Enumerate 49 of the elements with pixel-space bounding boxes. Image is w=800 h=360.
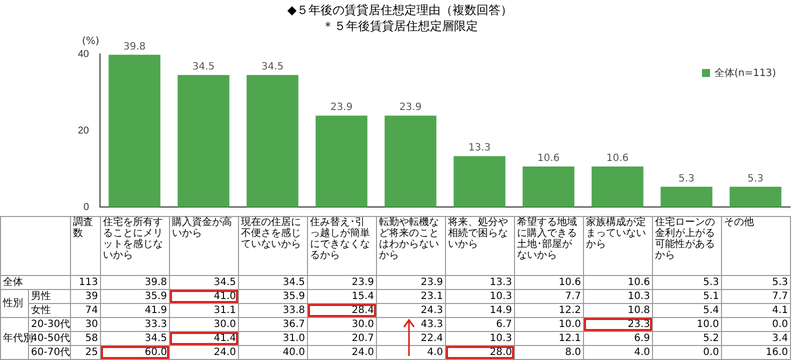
data-label: 23.9: [330, 102, 353, 114]
x-tick-label: 将来、処分や相続で困らないから: [446, 216, 514, 276]
chart-title: ◆５年後の賃貸居住想定理由（複数回答）: [286, 2, 514, 18]
bar: [522, 166, 574, 207]
text: 74 41.9 31.1 33.8 28.4 24.3 14.9 12.2 10.8 5.4 4.1: [85, 305, 788, 316]
text: 58 34.5 41.4 31.0 20.7 22.4 10.3 12.1 6.9 5.2 3.4: [85, 333, 788, 344]
bar: [246, 75, 298, 207]
y-tick-label: 20: [78, 125, 90, 136]
bar: [454, 156, 506, 207]
text: 113 39.8 34.5 34.5 23.9 23.9 13.3 10.6 10.6 5.3 5.3: [78, 277, 788, 288]
x-tick-label: 住宅ローンの金利が上がる可能性があるから: [652, 216, 722, 276]
text: 女性: [28, 304, 70, 318]
bar: [108, 54, 160, 207]
text: 全体: [0, 276, 70, 290]
text: 20-30代: [28, 318, 70, 332]
text: 性別: [0, 290, 28, 318]
data-label: 10.6: [606, 153, 629, 164]
data-label: 5.3: [678, 173, 694, 184]
x-tick-label: その他: [722, 216, 790, 276]
data-label: 34.5: [261, 62, 284, 73]
data-label: 23.9: [399, 102, 422, 114]
y-tick-label: 40: [78, 48, 90, 60]
x-tick-label: 家族構成が定まっていないから: [584, 216, 652, 276]
x-tick-label: 希望する地域に購入できる土地･部屋がないから: [514, 216, 584, 276]
bar: [660, 186, 712, 207]
bar: [730, 186, 782, 207]
legend-label: 全体(n=113): [714, 67, 776, 80]
bar: [592, 166, 644, 207]
data-label: 10.6: [537, 153, 560, 164]
x-tick-label: 現在の住居に不便さを感じていないから: [238, 216, 308, 276]
x-tick-label: 住み替え･引っ越しが簡単にできなくなるから: [308, 216, 376, 276]
text: 25 60.0 24.0 40.0 24.0 4.0 28.0 8.0 4.0 0.0 16.0: [85, 347, 788, 358]
bar: [316, 116, 368, 207]
text: 39 35.9 41.0 35.9 15.4 23.1 10.3 7.7 10.3 5.1 7.7: [85, 291, 788, 302]
text: 調査数: [70, 216, 100, 276]
bar: [384, 116, 436, 207]
text: 男性: [28, 290, 70, 304]
data-label: 13.3: [468, 142, 491, 154]
data-label: 5.3: [748, 173, 764, 184]
bar: [178, 75, 230, 207]
text: 60-70代: [28, 346, 70, 360]
y-axis-title: (%): [82, 36, 100, 47]
x-tick-label: 転勤や転機など将来のことはわからないから: [376, 216, 446, 276]
x-tick-label: 住宅を所有することにメリットを感じないから: [100, 216, 170, 276]
y-tick-label: 0: [83, 202, 90, 213]
x-tick-label: 購入資金が高いから: [170, 216, 238, 276]
data-label: 39.8: [123, 41, 146, 52]
data-label: 34.5: [192, 62, 215, 73]
chart-subtitle: ＊５年後賃貸居住想定層限定: [321, 18, 479, 34]
